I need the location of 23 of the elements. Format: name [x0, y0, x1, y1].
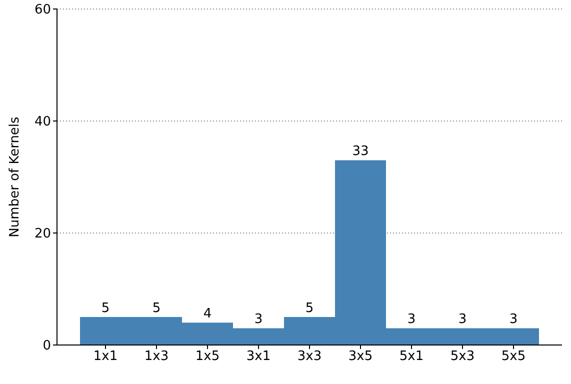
data-label: 5 — [101, 301, 110, 316]
x-tick-label: 1x3 — [144, 349, 169, 364]
x-tick-label: 3x5 — [348, 349, 373, 364]
data-label: 4 — [203, 306, 212, 322]
y-tick-label: 40 — [34, 114, 51, 130]
x-tick-label: 3x1 — [246, 349, 271, 364]
data-label: 5 — [152, 301, 161, 316]
x-tick-label: 3x3 — [297, 349, 322, 364]
x-tick-label: 1x1 — [93, 349, 118, 364]
x-tick-label: 5x1 — [399, 349, 424, 364]
x-tick-label: 5x5 — [501, 349, 526, 364]
x-tick-label: 5x3 — [450, 349, 475, 364]
data-label: 5 — [305, 301, 314, 316]
data-label: 3 — [458, 312, 467, 328]
data-label: 33 — [352, 144, 369, 160]
x-tick-label: 1x5 — [195, 349, 220, 364]
data-label: 3 — [407, 312, 416, 328]
y-tick-label: 0 — [42, 338, 51, 354]
y-axis-title: Number of Kernels — [8, 116, 23, 238]
data-label: 3 — [509, 312, 518, 328]
y-tick-label: 60 — [34, 2, 51, 18]
y-tick-label: 20 — [34, 226, 51, 242]
data-label: 3 — [254, 312, 263, 328]
